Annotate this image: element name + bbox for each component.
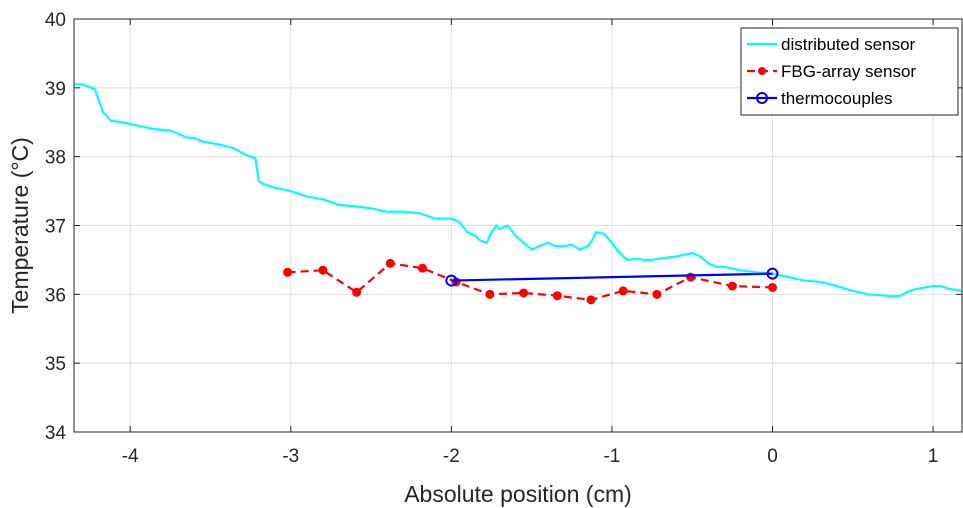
data-point xyxy=(519,288,529,298)
data-point xyxy=(727,281,737,291)
x-tick-label: -4 xyxy=(122,446,139,467)
data-point xyxy=(552,291,562,301)
x-axis-label: Absolute position (cm) xyxy=(404,481,632,507)
legend-marker xyxy=(756,92,768,104)
data-point xyxy=(618,286,628,296)
data-point xyxy=(652,289,662,299)
legend-marker xyxy=(758,67,766,75)
data-point xyxy=(586,295,596,305)
y-tick-label: 39 xyxy=(45,79,66,100)
series-line xyxy=(74,83,962,298)
data-point xyxy=(385,258,395,268)
series-line xyxy=(287,262,773,301)
series-1 xyxy=(283,258,778,305)
x-tick-label: 1 xyxy=(928,446,939,467)
axis-ticks: -4 -3 -2 -1 0 1 34 35 36 37 38 39 40 xyxy=(45,10,962,467)
data-point xyxy=(768,282,778,292)
y-tick-label: 35 xyxy=(45,354,66,375)
series-layer xyxy=(74,83,962,305)
x-tick-label: -3 xyxy=(282,446,299,467)
y-tick-label: 40 xyxy=(45,10,66,31)
series-line xyxy=(451,272,773,282)
y-axis-label: Temperature (°C) xyxy=(7,137,33,314)
x-tick-label: -2 xyxy=(443,446,460,467)
data-point xyxy=(485,289,495,299)
data-point xyxy=(766,267,779,280)
y-tick-label: 34 xyxy=(45,423,67,444)
legend: distributed sensor FBG-array sensor thermo… xyxy=(740,27,959,116)
legend-label: thermocouples xyxy=(781,89,893,108)
series-2 xyxy=(445,267,779,287)
series-0 xyxy=(74,83,962,298)
y-tick-label: 38 xyxy=(45,148,66,169)
y-tick-label: 36 xyxy=(45,285,66,306)
data-point xyxy=(318,265,328,275)
y-tick-label: 37 xyxy=(45,217,66,238)
data-point xyxy=(417,263,427,273)
legend-box xyxy=(740,27,959,116)
data-point xyxy=(283,267,293,277)
x-tick-label: -1 xyxy=(603,446,620,467)
legend-label: distributed sensor xyxy=(781,35,916,54)
data-point xyxy=(352,287,362,297)
x-tick-label: 0 xyxy=(767,446,778,467)
data-point xyxy=(445,274,458,287)
legend-label: FBG-array sensor xyxy=(781,62,916,81)
